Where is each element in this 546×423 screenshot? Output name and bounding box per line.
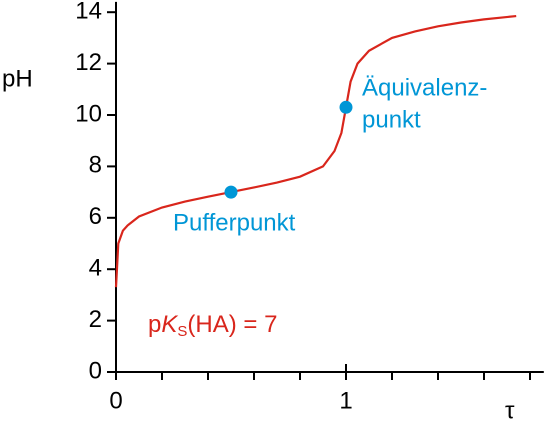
y-tick-label: 14 (75, 0, 102, 25)
point (339, 100, 353, 114)
curve (114, 14, 517, 288)
y-tick-label: 10 (75, 100, 102, 127)
point-label: punkt (362, 107, 421, 134)
point-label: Äquivalenz- (362, 75, 487, 102)
y-tick-label: 0 (89, 357, 102, 384)
y-tick-label: 12 (75, 49, 102, 76)
x-tick-label: 0 (109, 387, 122, 414)
x-tick-label: 1 (339, 387, 352, 414)
x-axis-label: τ (505, 397, 515, 423)
point (224, 185, 238, 199)
y-tick-label: 6 (89, 203, 102, 230)
y-tick-label: 4 (89, 255, 102, 282)
annotation-part: S (177, 323, 187, 340)
point-label: Pufferpunkt (173, 209, 296, 236)
annotation: pKS(HA) = 7 (148, 311, 277, 340)
annotation-part: p (148, 311, 161, 338)
y-axis-label: pH (2, 65, 33, 92)
y-tick-label: 2 (89, 306, 102, 333)
y-tick-label: 8 (89, 152, 102, 179)
annotation-part: (HA) = 7 (187, 311, 277, 338)
annotation-part: K (161, 311, 178, 338)
